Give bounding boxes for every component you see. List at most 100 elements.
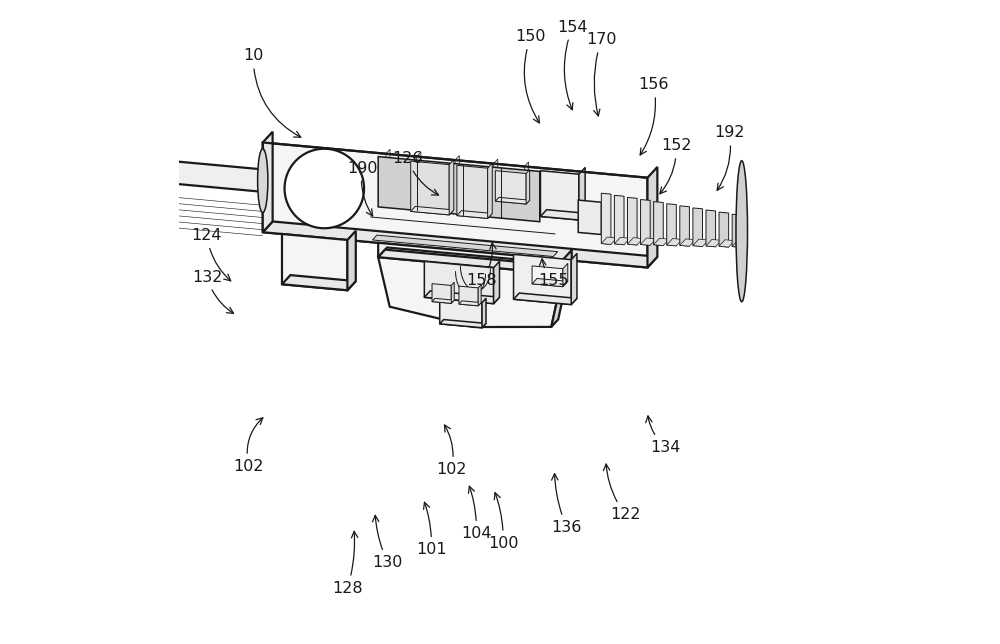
Polygon shape	[732, 240, 748, 247]
Polygon shape	[449, 160, 454, 215]
Polygon shape	[524, 162, 529, 181]
Polygon shape	[372, 235, 558, 256]
Polygon shape	[494, 261, 500, 304]
Polygon shape	[627, 238, 643, 245]
Polygon shape	[347, 231, 356, 290]
Polygon shape	[627, 198, 637, 245]
Polygon shape	[654, 238, 669, 245]
Polygon shape	[563, 250, 572, 274]
Text: 132: 132	[192, 270, 234, 314]
Text: 158: 158	[467, 243, 497, 288]
Text: 136: 136	[551, 473, 582, 535]
Polygon shape	[440, 299, 482, 328]
Text: 130: 130	[372, 515, 403, 570]
Ellipse shape	[149, 132, 161, 196]
Text: 170: 170	[586, 32, 617, 116]
Polygon shape	[495, 197, 530, 204]
Polygon shape	[478, 285, 481, 306]
Polygon shape	[451, 282, 454, 303]
Text: 102: 102	[233, 418, 264, 474]
Text: 102: 102	[437, 425, 467, 477]
Polygon shape	[282, 234, 347, 290]
Polygon shape	[455, 155, 459, 175]
Polygon shape	[601, 193, 611, 244]
Polygon shape	[706, 240, 722, 247]
Text: 154: 154	[557, 19, 588, 109]
Polygon shape	[693, 208, 702, 247]
Polygon shape	[667, 238, 682, 246]
Polygon shape	[494, 159, 498, 178]
Polygon shape	[459, 301, 481, 306]
Text: 152: 152	[660, 138, 692, 194]
Polygon shape	[641, 238, 656, 245]
Polygon shape	[386, 149, 390, 168]
Text: 124: 124	[192, 228, 231, 281]
Polygon shape	[540, 171, 579, 220]
Polygon shape	[601, 237, 617, 244]
Ellipse shape	[258, 149, 268, 213]
Circle shape	[285, 149, 364, 228]
Polygon shape	[579, 167, 585, 220]
Polygon shape	[263, 142, 647, 267]
Text: 100: 100	[488, 493, 518, 551]
Polygon shape	[424, 261, 494, 304]
Polygon shape	[514, 254, 571, 305]
Text: 150: 150	[516, 29, 546, 123]
Polygon shape	[417, 152, 421, 171]
Polygon shape	[578, 200, 601, 234]
Polygon shape	[571, 254, 577, 305]
Polygon shape	[563, 263, 568, 287]
Polygon shape	[551, 267, 570, 327]
Polygon shape	[532, 266, 563, 287]
Text: 155: 155	[538, 259, 568, 288]
Polygon shape	[482, 298, 486, 328]
Polygon shape	[411, 206, 454, 215]
Polygon shape	[641, 200, 650, 245]
Polygon shape	[495, 171, 526, 204]
Polygon shape	[263, 222, 657, 267]
Text: 192: 192	[714, 126, 745, 191]
Polygon shape	[719, 240, 735, 247]
Text: 156: 156	[639, 77, 669, 155]
Polygon shape	[654, 202, 663, 245]
Polygon shape	[540, 210, 585, 220]
Polygon shape	[680, 206, 689, 246]
Polygon shape	[693, 239, 708, 247]
Text: 190: 190	[347, 160, 377, 216]
Polygon shape	[263, 131, 273, 232]
Polygon shape	[378, 247, 572, 274]
Polygon shape	[155, 160, 263, 192]
Polygon shape	[719, 212, 729, 247]
Text: 128: 128	[332, 531, 363, 596]
Polygon shape	[424, 291, 500, 304]
Polygon shape	[680, 239, 695, 246]
Polygon shape	[526, 169, 530, 204]
Polygon shape	[514, 293, 577, 305]
Text: 134: 134	[646, 416, 681, 455]
Polygon shape	[457, 166, 488, 218]
Polygon shape	[411, 161, 449, 215]
Polygon shape	[614, 238, 630, 245]
Polygon shape	[706, 210, 716, 247]
Polygon shape	[647, 167, 657, 267]
Polygon shape	[378, 250, 570, 274]
Polygon shape	[488, 163, 492, 218]
Polygon shape	[378, 257, 563, 327]
Text: 122: 122	[603, 464, 640, 522]
Polygon shape	[282, 275, 356, 290]
Polygon shape	[667, 204, 676, 246]
Text: 10: 10	[243, 48, 301, 137]
Ellipse shape	[736, 161, 748, 302]
Polygon shape	[440, 319, 486, 328]
Polygon shape	[432, 298, 454, 303]
Polygon shape	[378, 243, 563, 274]
Polygon shape	[614, 195, 624, 245]
Text: 101: 101	[416, 502, 447, 557]
Polygon shape	[457, 211, 492, 218]
Polygon shape	[532, 278, 568, 287]
Text: 104: 104	[461, 486, 492, 541]
Polygon shape	[432, 283, 451, 303]
Ellipse shape	[300, 164, 348, 213]
Polygon shape	[459, 286, 478, 306]
Polygon shape	[378, 156, 540, 222]
